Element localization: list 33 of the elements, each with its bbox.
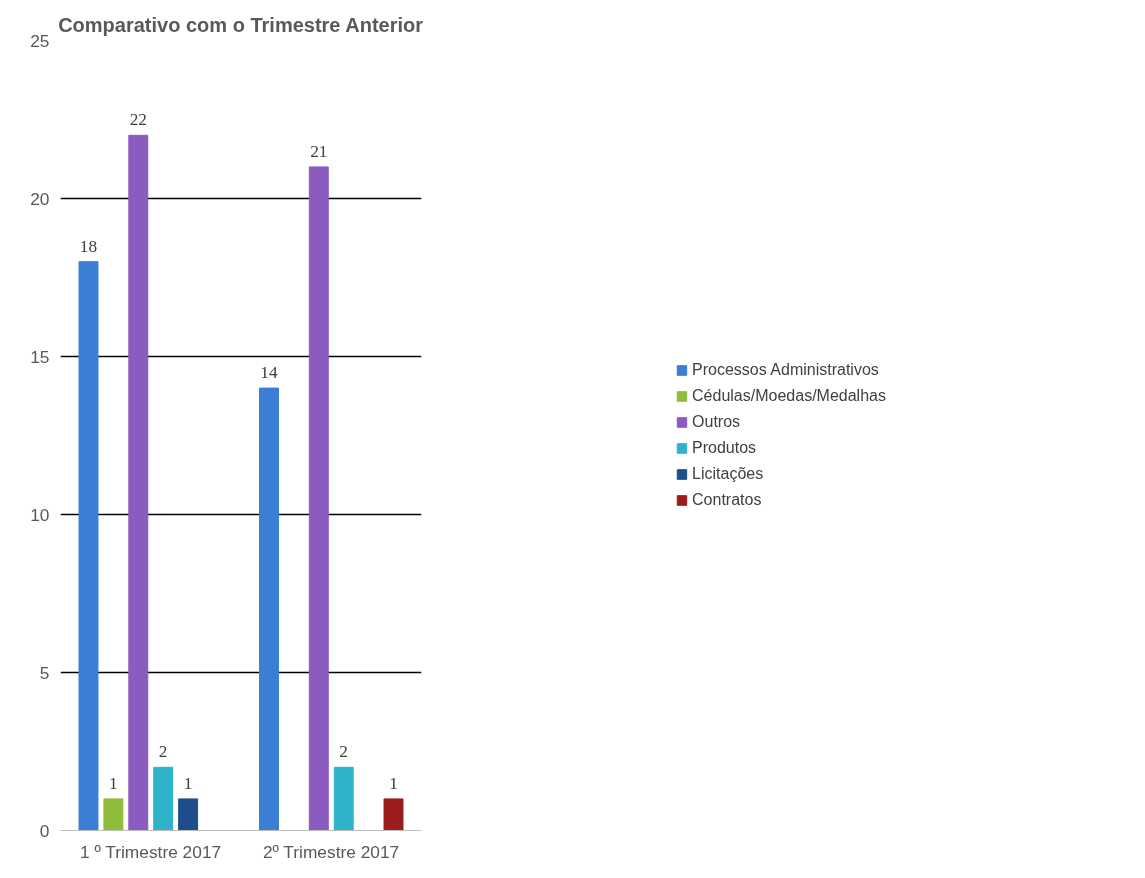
bar xyxy=(333,766,354,831)
data-label: 14 xyxy=(260,363,278,383)
chart-title: Comparativo com o Trimestre Anterior xyxy=(58,13,424,36)
y-tick-label: 5 xyxy=(39,662,50,683)
data-label: 22 xyxy=(129,110,147,130)
x-tick-label: 1 º Trimestre 2017 xyxy=(80,841,222,862)
bar xyxy=(383,798,404,831)
bar xyxy=(178,798,199,831)
bar xyxy=(128,134,149,831)
bar xyxy=(259,387,279,831)
legend-label: Contratos xyxy=(692,491,762,509)
y-tick-label: 0 xyxy=(39,820,50,841)
y-tick-label: 15 xyxy=(30,346,50,367)
y-tick-label: 10 xyxy=(30,504,50,525)
legend-label: Processos Administrativos xyxy=(692,361,879,379)
bar xyxy=(103,798,124,831)
data-label: 2 xyxy=(339,742,349,762)
x-tick-label: 2º Trimestre 2017 xyxy=(262,841,400,862)
y-tick-label: 25 xyxy=(30,30,50,51)
bar xyxy=(153,766,174,831)
legend-label: Produtos xyxy=(692,439,757,457)
data-label: 1 xyxy=(183,773,193,793)
y-tick-label: 20 xyxy=(30,188,50,209)
legend-label: Cédulas/Moedas/Medalhas xyxy=(692,387,886,405)
data-label: 21 xyxy=(310,141,328,161)
data-label: 2 xyxy=(158,742,168,762)
legend-label: Licitações xyxy=(692,465,764,483)
legend-label: Outros xyxy=(692,413,741,431)
data-label: 1 xyxy=(389,773,398,793)
data-label: 1 xyxy=(109,773,118,793)
bar xyxy=(78,261,99,831)
bar xyxy=(308,166,329,831)
data-label: 18 xyxy=(79,236,98,256)
